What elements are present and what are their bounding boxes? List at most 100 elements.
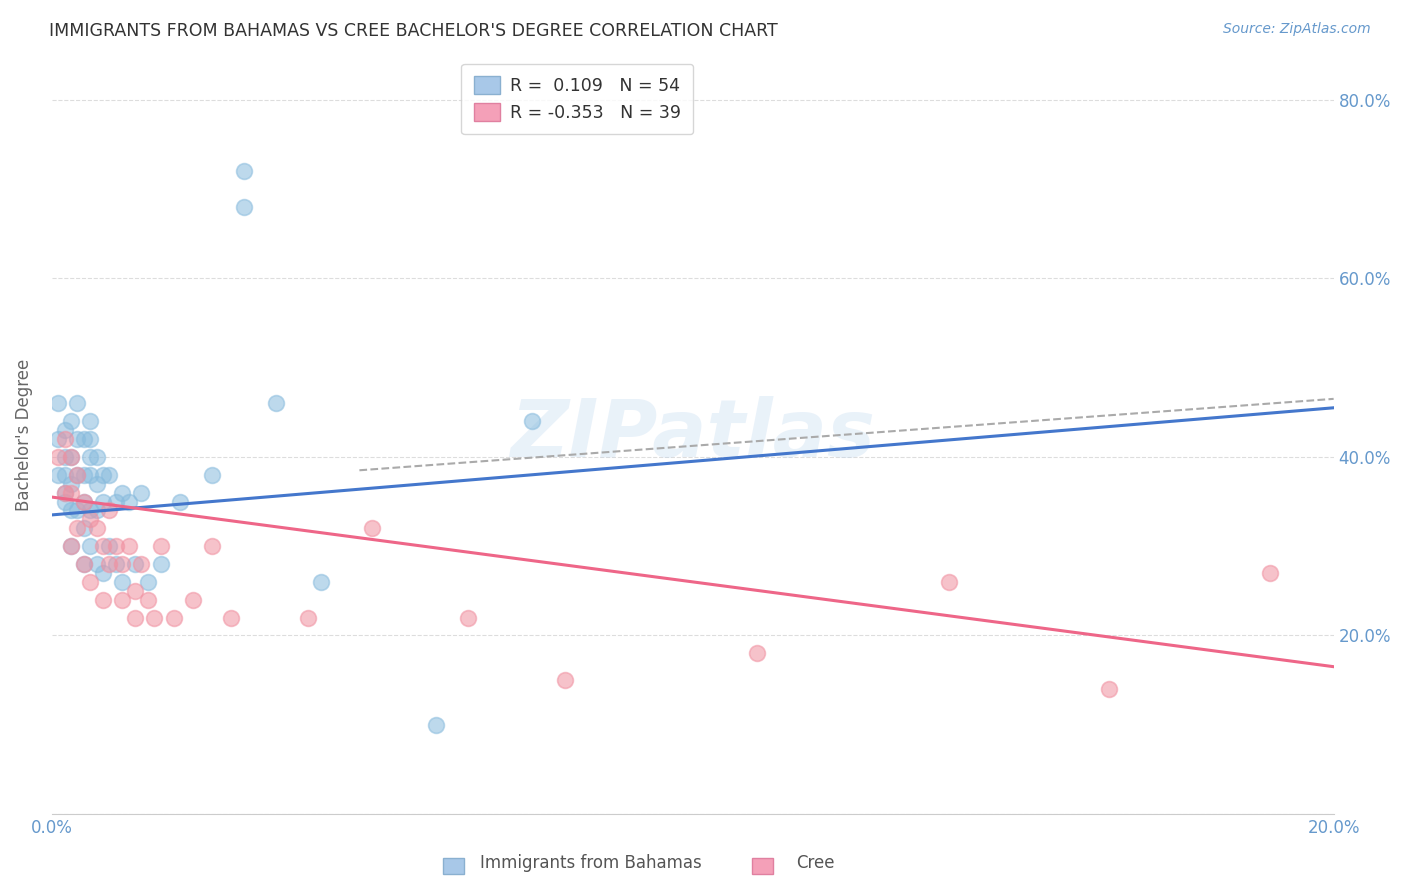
Point	[118, 539, 141, 553]
Point	[136, 574, 159, 589]
Point	[457, 610, 479, 624]
Point	[124, 583, 146, 598]
Text: IMMIGRANTS FROM BAHAMAS VS CREE BACHELOR'S DEGREE CORRELATION CHART: IMMIGRANTS FROM BAHAMAS VS CREE BACHELOR…	[49, 22, 778, 40]
Point	[86, 476, 108, 491]
Point	[86, 503, 108, 517]
Text: ZIPatlas: ZIPatlas	[510, 395, 875, 474]
Point	[131, 485, 153, 500]
Point	[522, 414, 544, 428]
Point	[98, 539, 121, 553]
Point	[98, 503, 121, 517]
Point	[219, 610, 242, 624]
Point	[98, 557, 121, 571]
Point	[59, 450, 82, 464]
Point	[1258, 566, 1281, 580]
Point	[79, 467, 101, 482]
Point	[53, 450, 76, 464]
Point	[73, 494, 96, 508]
Point	[91, 539, 114, 553]
Point	[309, 574, 332, 589]
Point	[73, 521, 96, 535]
Point	[46, 432, 69, 446]
Point	[104, 494, 127, 508]
Point	[59, 450, 82, 464]
Point	[79, 539, 101, 553]
Point	[46, 396, 69, 410]
Point	[53, 485, 76, 500]
Point	[53, 467, 76, 482]
Point	[79, 503, 101, 517]
Point	[66, 396, 89, 410]
Point	[59, 414, 82, 428]
Point	[118, 494, 141, 508]
Point	[553, 673, 575, 687]
Point	[111, 485, 134, 500]
Point	[79, 414, 101, 428]
Point	[66, 467, 89, 482]
Point	[73, 467, 96, 482]
Point	[73, 557, 96, 571]
Point	[59, 476, 82, 491]
Point	[91, 592, 114, 607]
Point	[79, 450, 101, 464]
Point	[59, 539, 82, 553]
Point	[201, 539, 224, 553]
Point	[79, 574, 101, 589]
Point	[66, 467, 89, 482]
Point	[297, 610, 319, 624]
Point	[162, 610, 184, 624]
Point	[46, 450, 69, 464]
Point	[73, 494, 96, 508]
Point	[59, 539, 82, 553]
Point	[73, 432, 96, 446]
Point	[136, 592, 159, 607]
Text: Cree: Cree	[796, 855, 835, 872]
Point	[91, 494, 114, 508]
Point	[425, 717, 447, 731]
Point	[66, 503, 89, 517]
Point	[53, 485, 76, 500]
Y-axis label: Bachelor's Degree: Bachelor's Degree	[15, 359, 32, 511]
Point	[79, 432, 101, 446]
Point	[149, 557, 172, 571]
Point	[169, 494, 191, 508]
Point	[73, 557, 96, 571]
Point	[86, 450, 108, 464]
Point	[59, 503, 82, 517]
Point	[938, 574, 960, 589]
Point	[131, 557, 153, 571]
Point	[53, 432, 76, 446]
Point	[98, 467, 121, 482]
Point	[181, 592, 204, 607]
Point	[59, 485, 82, 500]
Point	[111, 574, 134, 589]
Text: Immigrants from Bahamas: Immigrants from Bahamas	[479, 855, 702, 872]
Legend: R =  0.109   N = 54, R = -0.353   N = 39: R = 0.109 N = 54, R = -0.353 N = 39	[461, 64, 693, 135]
Point	[1098, 681, 1121, 696]
Point	[124, 557, 146, 571]
Point	[91, 467, 114, 482]
Text: Source: ZipAtlas.com: Source: ZipAtlas.com	[1223, 22, 1371, 37]
Point	[46, 467, 69, 482]
Point	[233, 200, 256, 214]
Point	[104, 539, 127, 553]
Point	[66, 432, 89, 446]
Point	[53, 494, 76, 508]
Point	[149, 539, 172, 553]
Point	[361, 521, 384, 535]
Point	[79, 512, 101, 526]
Point	[264, 396, 287, 410]
Point	[111, 557, 134, 571]
Point	[745, 646, 768, 660]
Point	[66, 521, 89, 535]
Point	[233, 164, 256, 178]
Point	[124, 610, 146, 624]
Point	[91, 566, 114, 580]
Point	[53, 423, 76, 437]
Point	[86, 557, 108, 571]
Point	[201, 467, 224, 482]
Point	[104, 557, 127, 571]
Point	[86, 521, 108, 535]
Point	[111, 592, 134, 607]
Point	[143, 610, 166, 624]
